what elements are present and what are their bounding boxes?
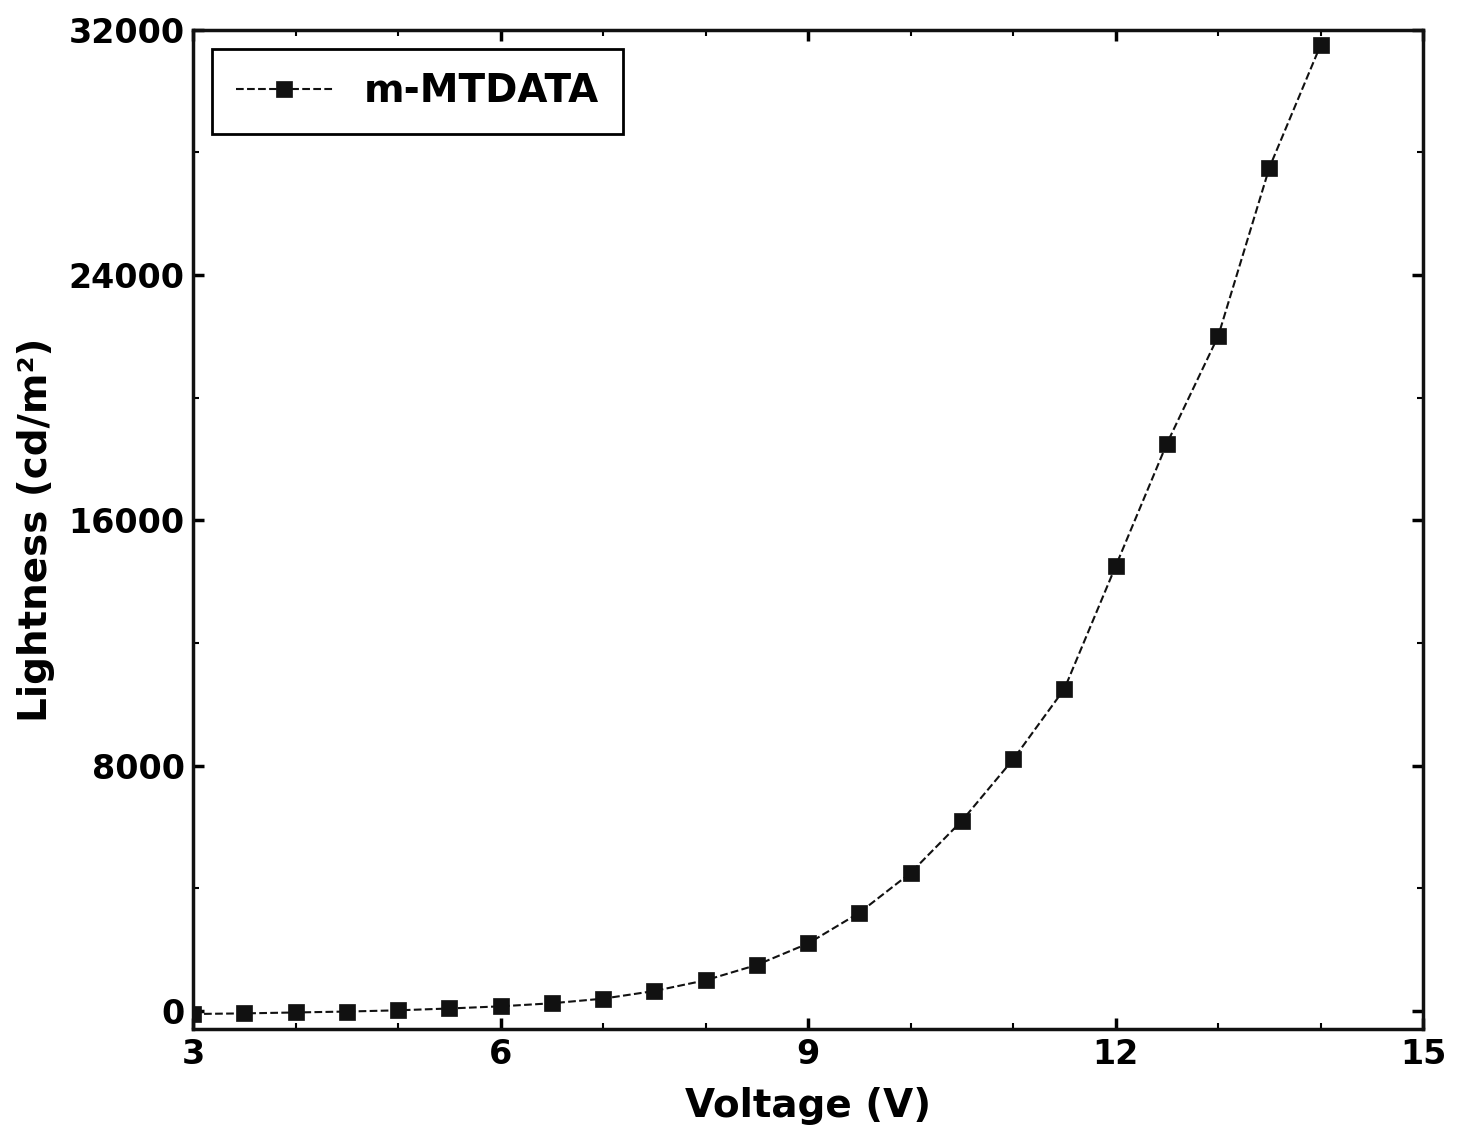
m-MTDATA: [850, 906, 868, 919]
m-MTDATA: [184, 1007, 202, 1021]
Line: m-MTDATA: m-MTDATA: [186, 38, 1328, 1022]
m-MTDATA: [594, 991, 612, 1005]
Y-axis label: Lightness (cd/m²): Lightness (cd/m²): [16, 337, 54, 722]
m-MTDATA: [901, 866, 919, 879]
m-MTDATA: [1107, 560, 1125, 573]
m-MTDATA: [696, 973, 714, 987]
m-MTDATA: [748, 958, 765, 972]
m-MTDATA: [236, 1006, 253, 1020]
m-MTDATA: [1004, 753, 1021, 766]
m-MTDATA: [1261, 161, 1279, 175]
m-MTDATA: [952, 814, 970, 828]
m-MTDATA: [440, 1002, 458, 1015]
m-MTDATA: [1210, 329, 1227, 343]
m-MTDATA: [389, 1004, 407, 1018]
m-MTDATA: [543, 997, 560, 1011]
m-MTDATA: [1312, 38, 1330, 51]
m-MTDATA: [287, 1006, 304, 1020]
m-MTDATA: [1056, 682, 1074, 695]
m-MTDATA: [799, 936, 816, 950]
m-MTDATA: [1159, 436, 1176, 450]
Legend: m-MTDATA: m-MTDATA: [212, 49, 623, 134]
m-MTDATA: [492, 999, 509, 1013]
X-axis label: Voltage (V): Voltage (V): [685, 1087, 930, 1125]
m-MTDATA: [645, 984, 663, 998]
m-MTDATA: [338, 1005, 356, 1019]
